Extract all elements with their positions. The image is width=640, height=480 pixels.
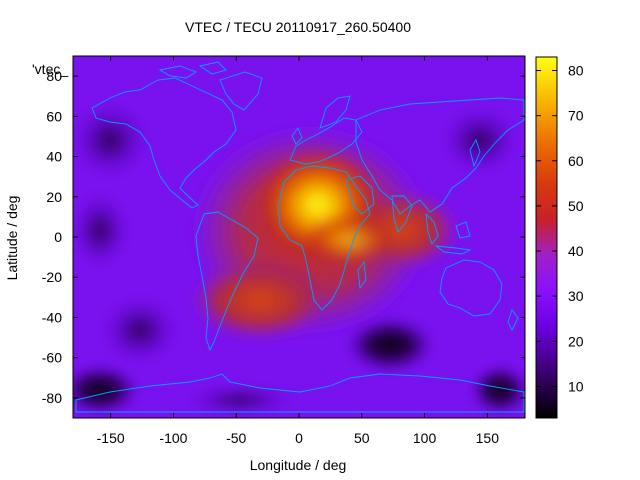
y-tick-label: 40	[46, 149, 62, 165]
vtec-heatmap	[73, 56, 525, 418]
x-tick-label: -150	[97, 430, 125, 446]
colorbar-tick-label: 80	[568, 63, 584, 79]
colorbar-tick-label: 50	[568, 198, 584, 214]
colorbar-tick-label: 70	[568, 108, 584, 124]
y-tick-label: -60	[42, 350, 62, 366]
x-tick-label: 50	[354, 430, 370, 446]
colorbar-tick-label: 20	[568, 333, 584, 349]
y-tick-label: 80	[46, 68, 62, 84]
x-tick-label: 0	[295, 430, 303, 446]
x-axis-label: Longitude / deg	[250, 457, 347, 473]
y-tick-label: -40	[42, 309, 62, 325]
colorbar-tick-label: 30	[568, 288, 584, 304]
y-tick-label: -20	[42, 269, 62, 285]
x-tick-label: -50	[226, 430, 246, 446]
x-axis-ticks: -150 -100 -50 0 50 100 150	[97, 56, 500, 446]
y-axis-ticks: 80 60 40 20 0 -20 -40 -60 -80	[42, 68, 525, 406]
x-tick-label: 100	[413, 430, 437, 446]
colorbar-ticks: 80 70 60 50 40 30 20 10	[536, 63, 584, 394]
low-tec-regions	[73, 100, 525, 415]
plot-title: VTEC / TECU 20110917_260.50400	[185, 19, 411, 35]
y-tick-label: 0	[54, 229, 62, 245]
y-tick-label: 20	[46, 189, 62, 205]
colorbar-tick-label: 10	[568, 378, 584, 394]
colorbar	[535, 56, 558, 419]
y-tick-label: -80	[42, 390, 62, 406]
x-tick-label: 150	[476, 430, 500, 446]
y-axis-label: Latitude / deg	[4, 196, 20, 281]
y-tick-label: 60	[46, 108, 62, 124]
colorbar-tick-label: 60	[568, 153, 584, 169]
coastlines	[75, 61, 525, 413]
x-tick-label: -100	[159, 430, 187, 446]
series-key-label: 'vtec_	[32, 61, 68, 77]
colorbar-tick-label: 40	[568, 243, 584, 259]
